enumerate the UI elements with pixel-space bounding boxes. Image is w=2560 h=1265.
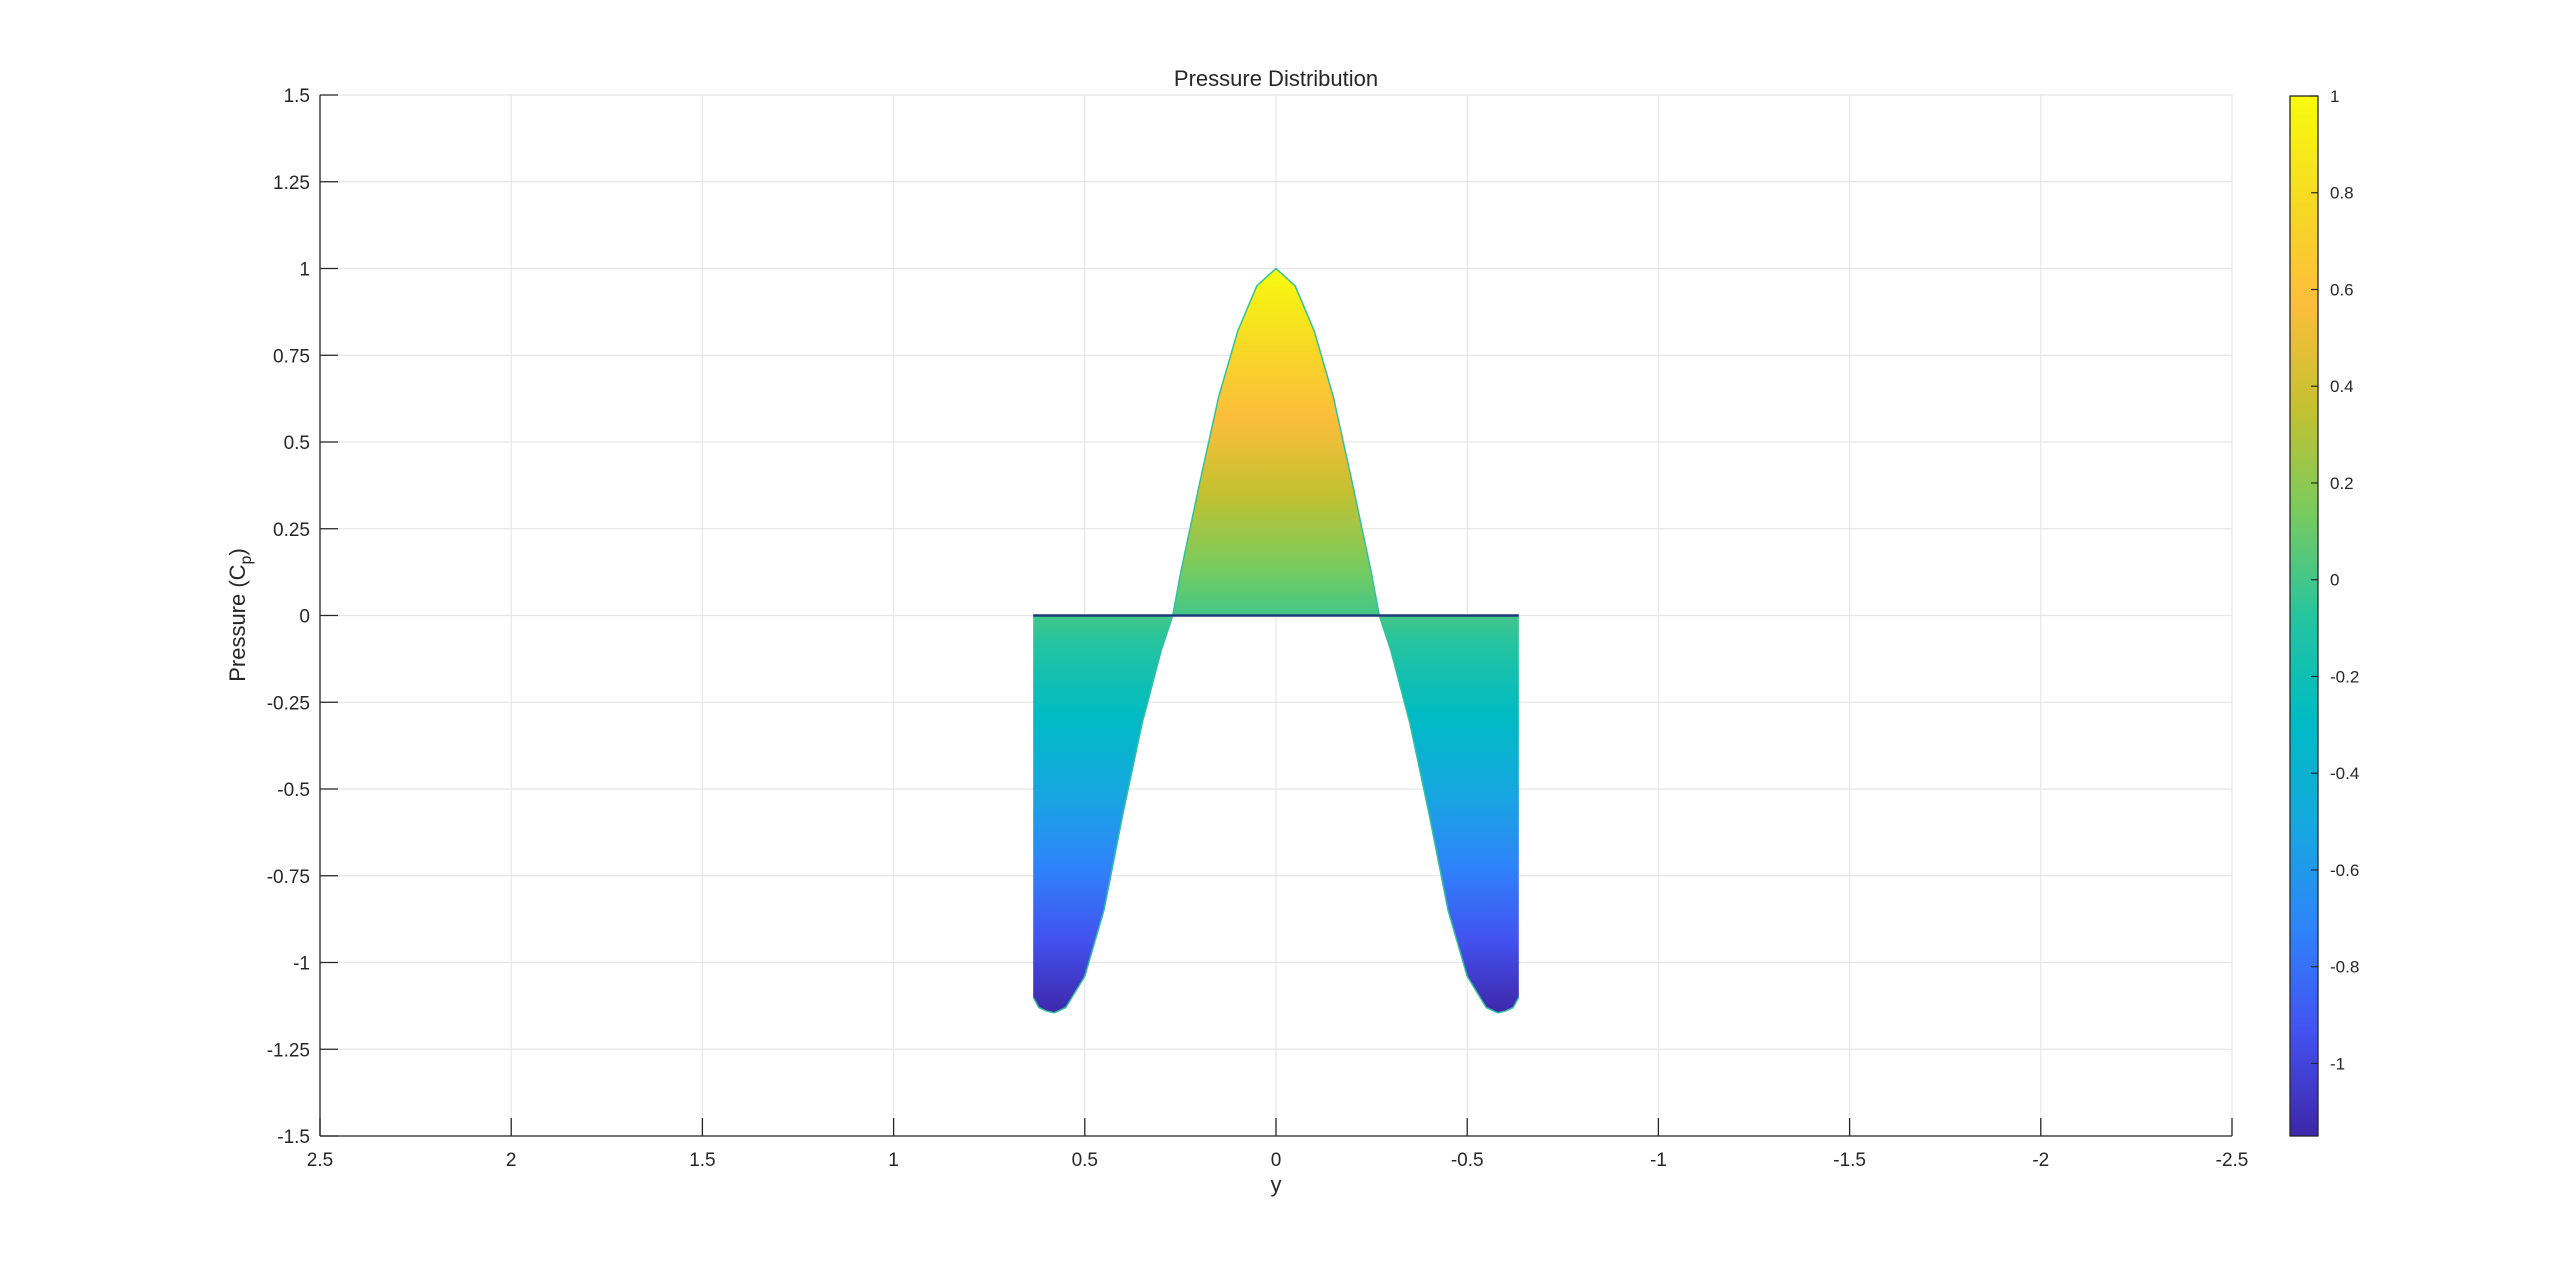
colorbar-tick-label: -0.6 [2330, 861, 2359, 880]
y-tick-label: 1.25 [273, 173, 310, 194]
pressure-curve [1032, 267, 1520, 1014]
colorbar-tick-label: 0.2 [2330, 474, 2354, 493]
x-tick-label: -1 [1650, 1150, 1667, 1171]
x-axis-label: y [1271, 1172, 1282, 1197]
y-axis-label-main: Pressure (C [225, 564, 250, 681]
y-axis-label-close: ) [225, 548, 250, 555]
colorbar-tick-label: 0.8 [2330, 184, 2354, 203]
colorbar [2289, 95, 2319, 1137]
colorbar-tick-label: -1 [2330, 1054, 2345, 1073]
x-tick-label: -0.5 [1451, 1150, 1484, 1171]
y-tick-label: 0.25 [273, 520, 310, 541]
x-tick-label: -2 [2032, 1150, 2049, 1171]
y-tick-label: 0 [299, 607, 310, 628]
x-tick-label: -2.5 [2216, 1150, 2249, 1171]
y-tick-label: -1.5 [277, 1127, 310, 1148]
y-axis-label-subscript: p [238, 555, 255, 564]
x-tick-label: 0 [1271, 1150, 1282, 1171]
colorbar-tick-label: -0.4 [2330, 764, 2359, 783]
x-tick-label: 2.5 [307, 1150, 333, 1171]
x-tick-label: 2 [506, 1150, 517, 1171]
colorbar-tick-label: 0.4 [2330, 377, 2354, 396]
y-axis-label: Pressure (Cp) [225, 548, 255, 682]
colorbar-tick-label: 0.6 [2330, 280, 2354, 299]
x-tick-label: 0.5 [1072, 1150, 1098, 1171]
colorbar-tick-label: 1 [2330, 87, 2339, 106]
x-tick-label: -1.5 [1833, 1150, 1866, 1171]
y-tick-label: -0.25 [267, 693, 310, 714]
y-tick-label: -0.75 [267, 867, 310, 888]
y-tick-label: 1.5 [284, 86, 310, 107]
y-tick-label: 0.75 [273, 346, 310, 367]
colorbar-tick-label: -0.2 [2330, 667, 2359, 686]
y-tick-label: -1.25 [267, 1040, 310, 1061]
x-tick-label: 1 [888, 1150, 899, 1171]
x-tick-label: 1.5 [689, 1150, 715, 1171]
y-tick-label: -0.5 [277, 780, 310, 801]
colorbar-tick-label: -0.8 [2330, 958, 2359, 977]
y-tick-label: -1 [293, 954, 310, 975]
chart-title: Pressure Distribution [1174, 66, 1378, 91]
pressure-area [1033, 268, 1519, 1013]
y-tick-label: 0.5 [284, 433, 310, 454]
y-tick-label: 1 [299, 260, 310, 281]
colorbar-tick-label: 0 [2330, 571, 2339, 590]
